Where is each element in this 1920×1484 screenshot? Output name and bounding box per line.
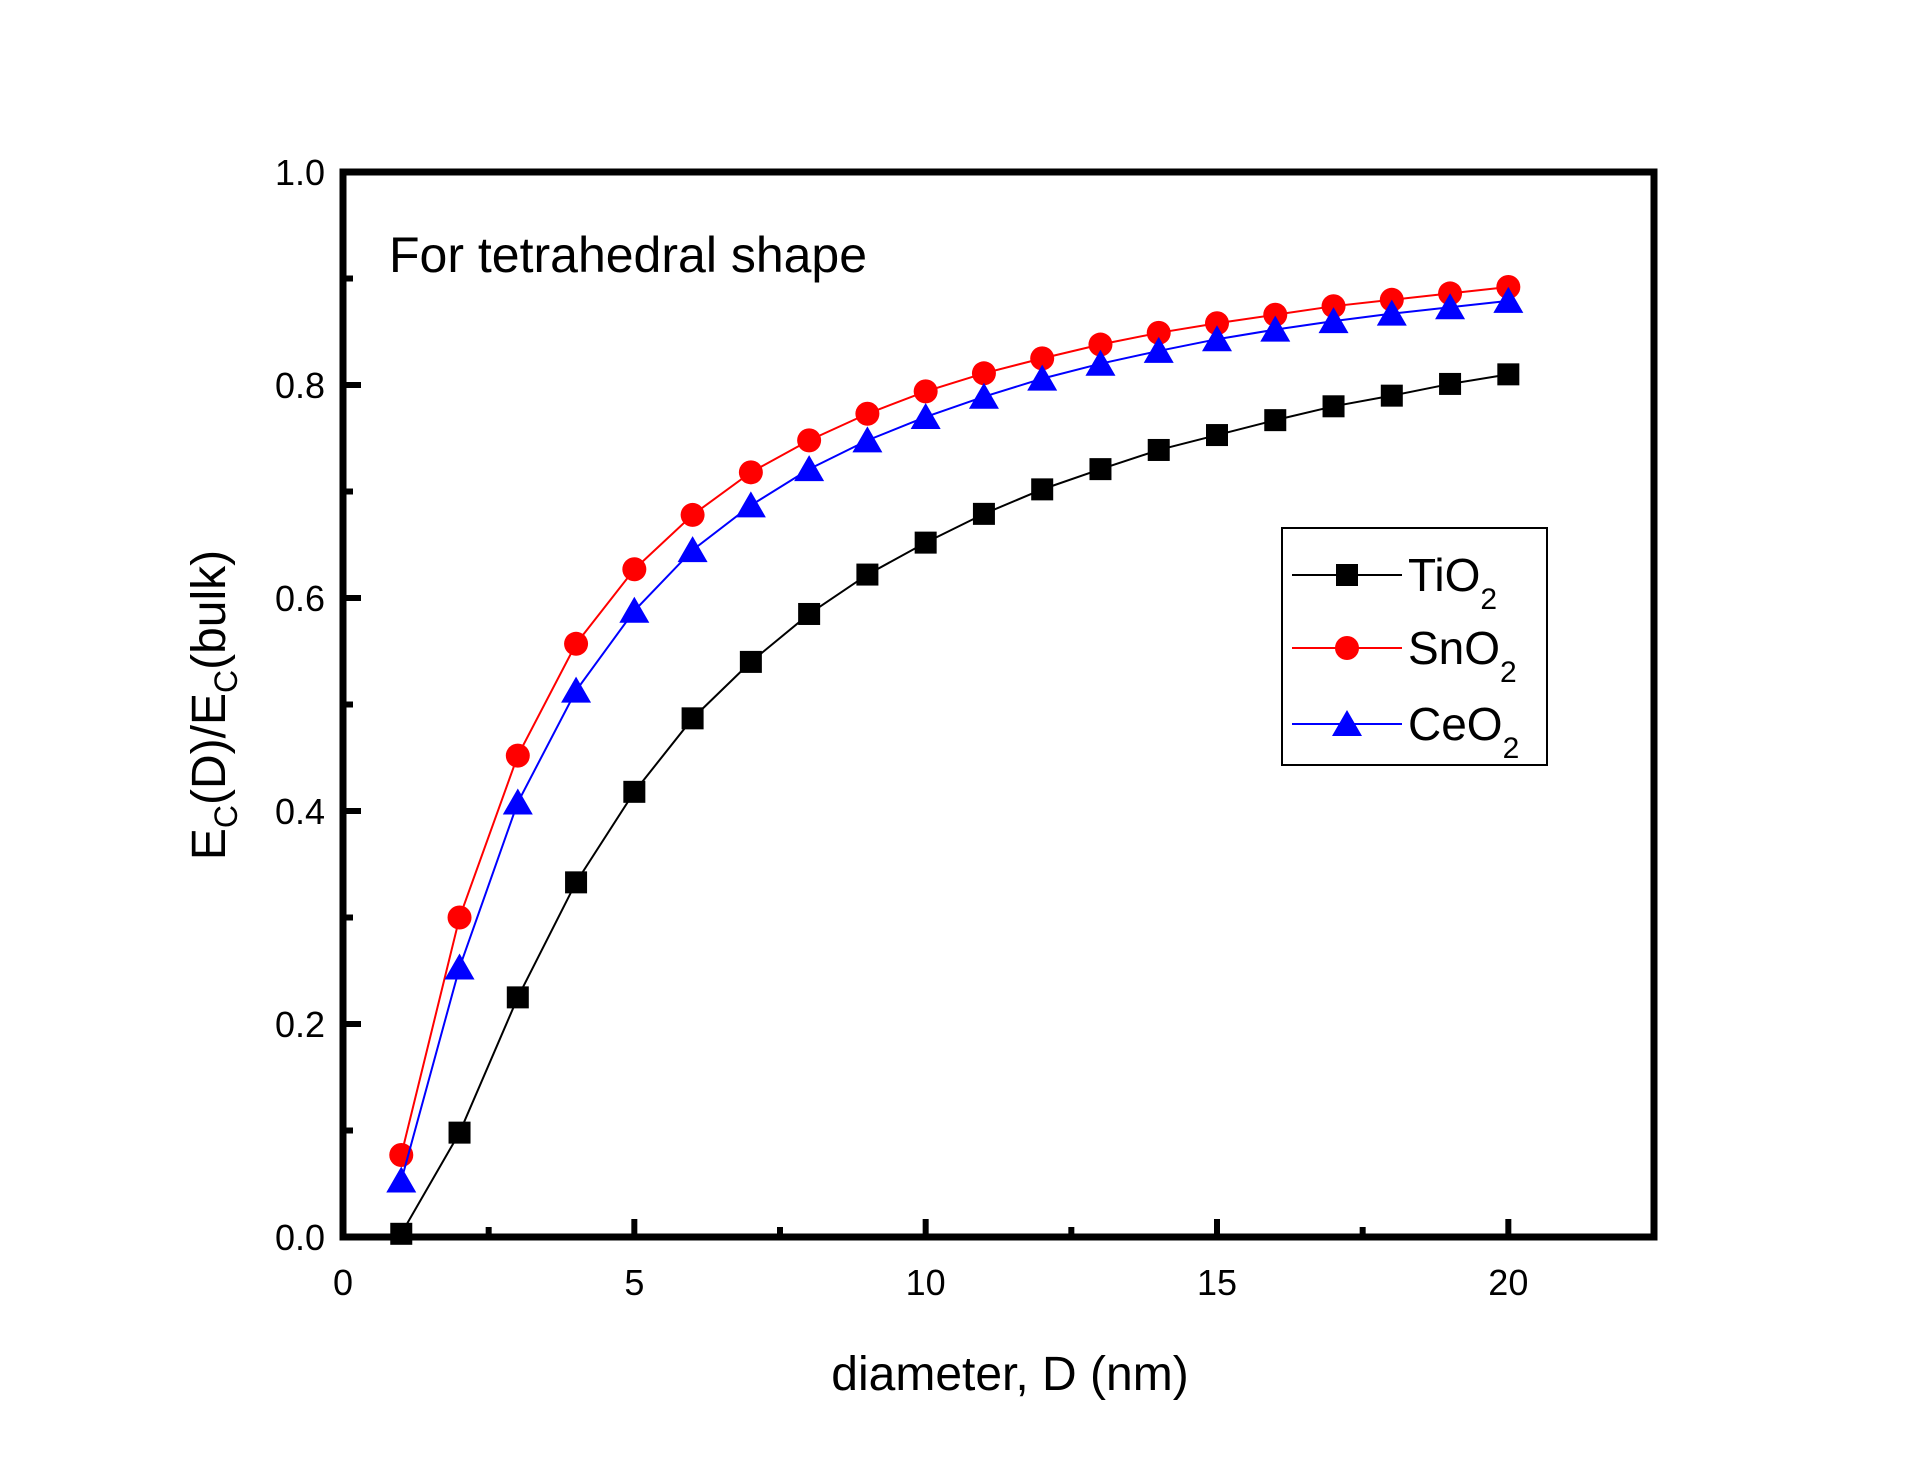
data-point-tio2 (856, 563, 879, 586)
data-point-ceo2 (1202, 325, 1232, 352)
data-point-tio2 (565, 871, 588, 894)
data-point-ceo2 (1435, 293, 1466, 320)
data-point-sno2 (564, 631, 589, 656)
series-line-tio2 (400, 373, 1509, 1235)
data-point-ceo2 (1143, 336, 1174, 363)
x-tick-label: 20 (1488, 1262, 1528, 1303)
x-tick-label: 0 (333, 1262, 353, 1303)
y-tick-label: 0.0 (275, 1217, 325, 1258)
data-point-ceo2 (619, 596, 650, 623)
data-point-sno2 (622, 557, 647, 582)
y-tick-label: 0.2 (275, 1004, 325, 1045)
data-point-tio2 (1497, 363, 1520, 386)
legend-marker-sno2 (1335, 636, 1359, 660)
tick-labels-layer: 0 5 10 15 20 0.0 0.2 0.4 0.6 0.8 1.0 (275, 152, 1528, 1303)
data-point-tio2 (1264, 409, 1287, 432)
data-point-ceo2 (1027, 364, 1058, 391)
data-point-sno2 (971, 361, 996, 386)
legend-label-ceo2: CeO2 (1408, 698, 1519, 765)
series-ceo2 (386, 286, 1524, 1193)
data-point-ceo2 (1493, 286, 1524, 313)
series-tio2 (390, 363, 1520, 1245)
data-point-ceo2 (794, 455, 825, 482)
data-point-sno2 (1146, 320, 1171, 345)
data-point-tio2 (1322, 395, 1345, 418)
data-point-sno2 (1205, 311, 1229, 336)
data-point-tio2 (681, 707, 704, 730)
series-line-ceo2 (400, 299, 1509, 1181)
data-point-ceo2 (1260, 315, 1291, 342)
data-point-sno2 (505, 743, 530, 768)
y-title-sub2: C (208, 670, 244, 693)
y-tick-label: 1.0 (275, 152, 325, 193)
data-point-ceo2 (968, 382, 999, 409)
x-axis-title: diameter, D (nm) (831, 1348, 1188, 1401)
data-point-ceo2 (444, 953, 475, 980)
series-sno2 (389, 275, 1521, 1167)
y-axis-title: EC(D)/EC(bulk) (183, 550, 244, 860)
data-point-tio2 (1147, 438, 1170, 461)
y-tick-label: 0.8 (275, 365, 325, 406)
data-point-ceo2 (1085, 349, 1116, 376)
data-point-sno2 (1030, 346, 1055, 371)
data-point-sno2 (738, 460, 763, 485)
legend-label-sno2: SnO2 (1408, 622, 1517, 689)
data-point-tio2 (1031, 478, 1054, 501)
y-tick-label: 0.4 (275, 791, 325, 832)
data-point-ceo2 (1318, 307, 1349, 334)
data-point-tio2 (1089, 458, 1112, 481)
data-point-tio2 (972, 502, 995, 525)
data-point-tio2 (739, 650, 762, 673)
legend-box (1281, 527, 1548, 766)
data-point-ceo2 (386, 1166, 417, 1193)
data-point-sno2 (447, 905, 472, 930)
data-point-tio2 (1206, 424, 1228, 447)
data-point-ceo2 (502, 788, 533, 815)
x-tick-label: 10 (906, 1262, 946, 1303)
data-point-tio2 (1439, 372, 1462, 395)
y-title-end: (bulk) (183, 550, 236, 670)
y-title-sub1: C (208, 805, 244, 828)
legend-marker-ceo2 (1332, 710, 1362, 736)
data-point-ceo2 (677, 536, 708, 563)
data-point-ceo2 (910, 402, 941, 429)
data-point-tio2 (914, 531, 937, 554)
x-tick-label: 5 (624, 1262, 644, 1303)
legend-item-ceo2: CeO2 (1292, 698, 1519, 765)
data-point-tio2 (1380, 384, 1403, 407)
data-point-tio2 (506, 986, 529, 1009)
y-title-mid: (D)/E (183, 693, 236, 805)
svg-text:EC(D)/EC(bulk): EC(D)/EC(bulk) (183, 550, 244, 860)
data-point-tio2 (798, 602, 821, 625)
legend-label-tio2: TiO2 (1408, 549, 1497, 616)
data-point-sno2 (855, 401, 880, 426)
data-point-sno2 (1088, 332, 1113, 357)
data-point-sno2 (1321, 294, 1346, 319)
data-point-sno2 (680, 502, 705, 527)
data-point-tio2 (623, 780, 646, 803)
y-title-e1: E (183, 828, 236, 860)
plot-frame (339, 168, 1658, 1241)
annotation-text: For tetrahedral shape (389, 227, 867, 283)
data-point-tio2 (448, 1121, 471, 1144)
data-point-sno2 (913, 379, 938, 404)
legend-item-tio2: TiO2 (1292, 549, 1497, 616)
data-point-ceo2 (852, 426, 883, 453)
data-point-ceo2 (1376, 299, 1407, 326)
data-point-ceo2 (735, 491, 766, 518)
series-layer (386, 275, 1524, 1245)
legend-item-sno2: SnO2 (1292, 622, 1517, 689)
data-point-ceo2 (561, 676, 592, 703)
data-point-sno2 (1263, 302, 1288, 327)
legend-marker-tio2 (1336, 564, 1358, 586)
y-tick-label: 0.6 (275, 578, 325, 619)
x-tick-label: 15 (1197, 1262, 1237, 1303)
data-point-sno2 (797, 428, 822, 453)
